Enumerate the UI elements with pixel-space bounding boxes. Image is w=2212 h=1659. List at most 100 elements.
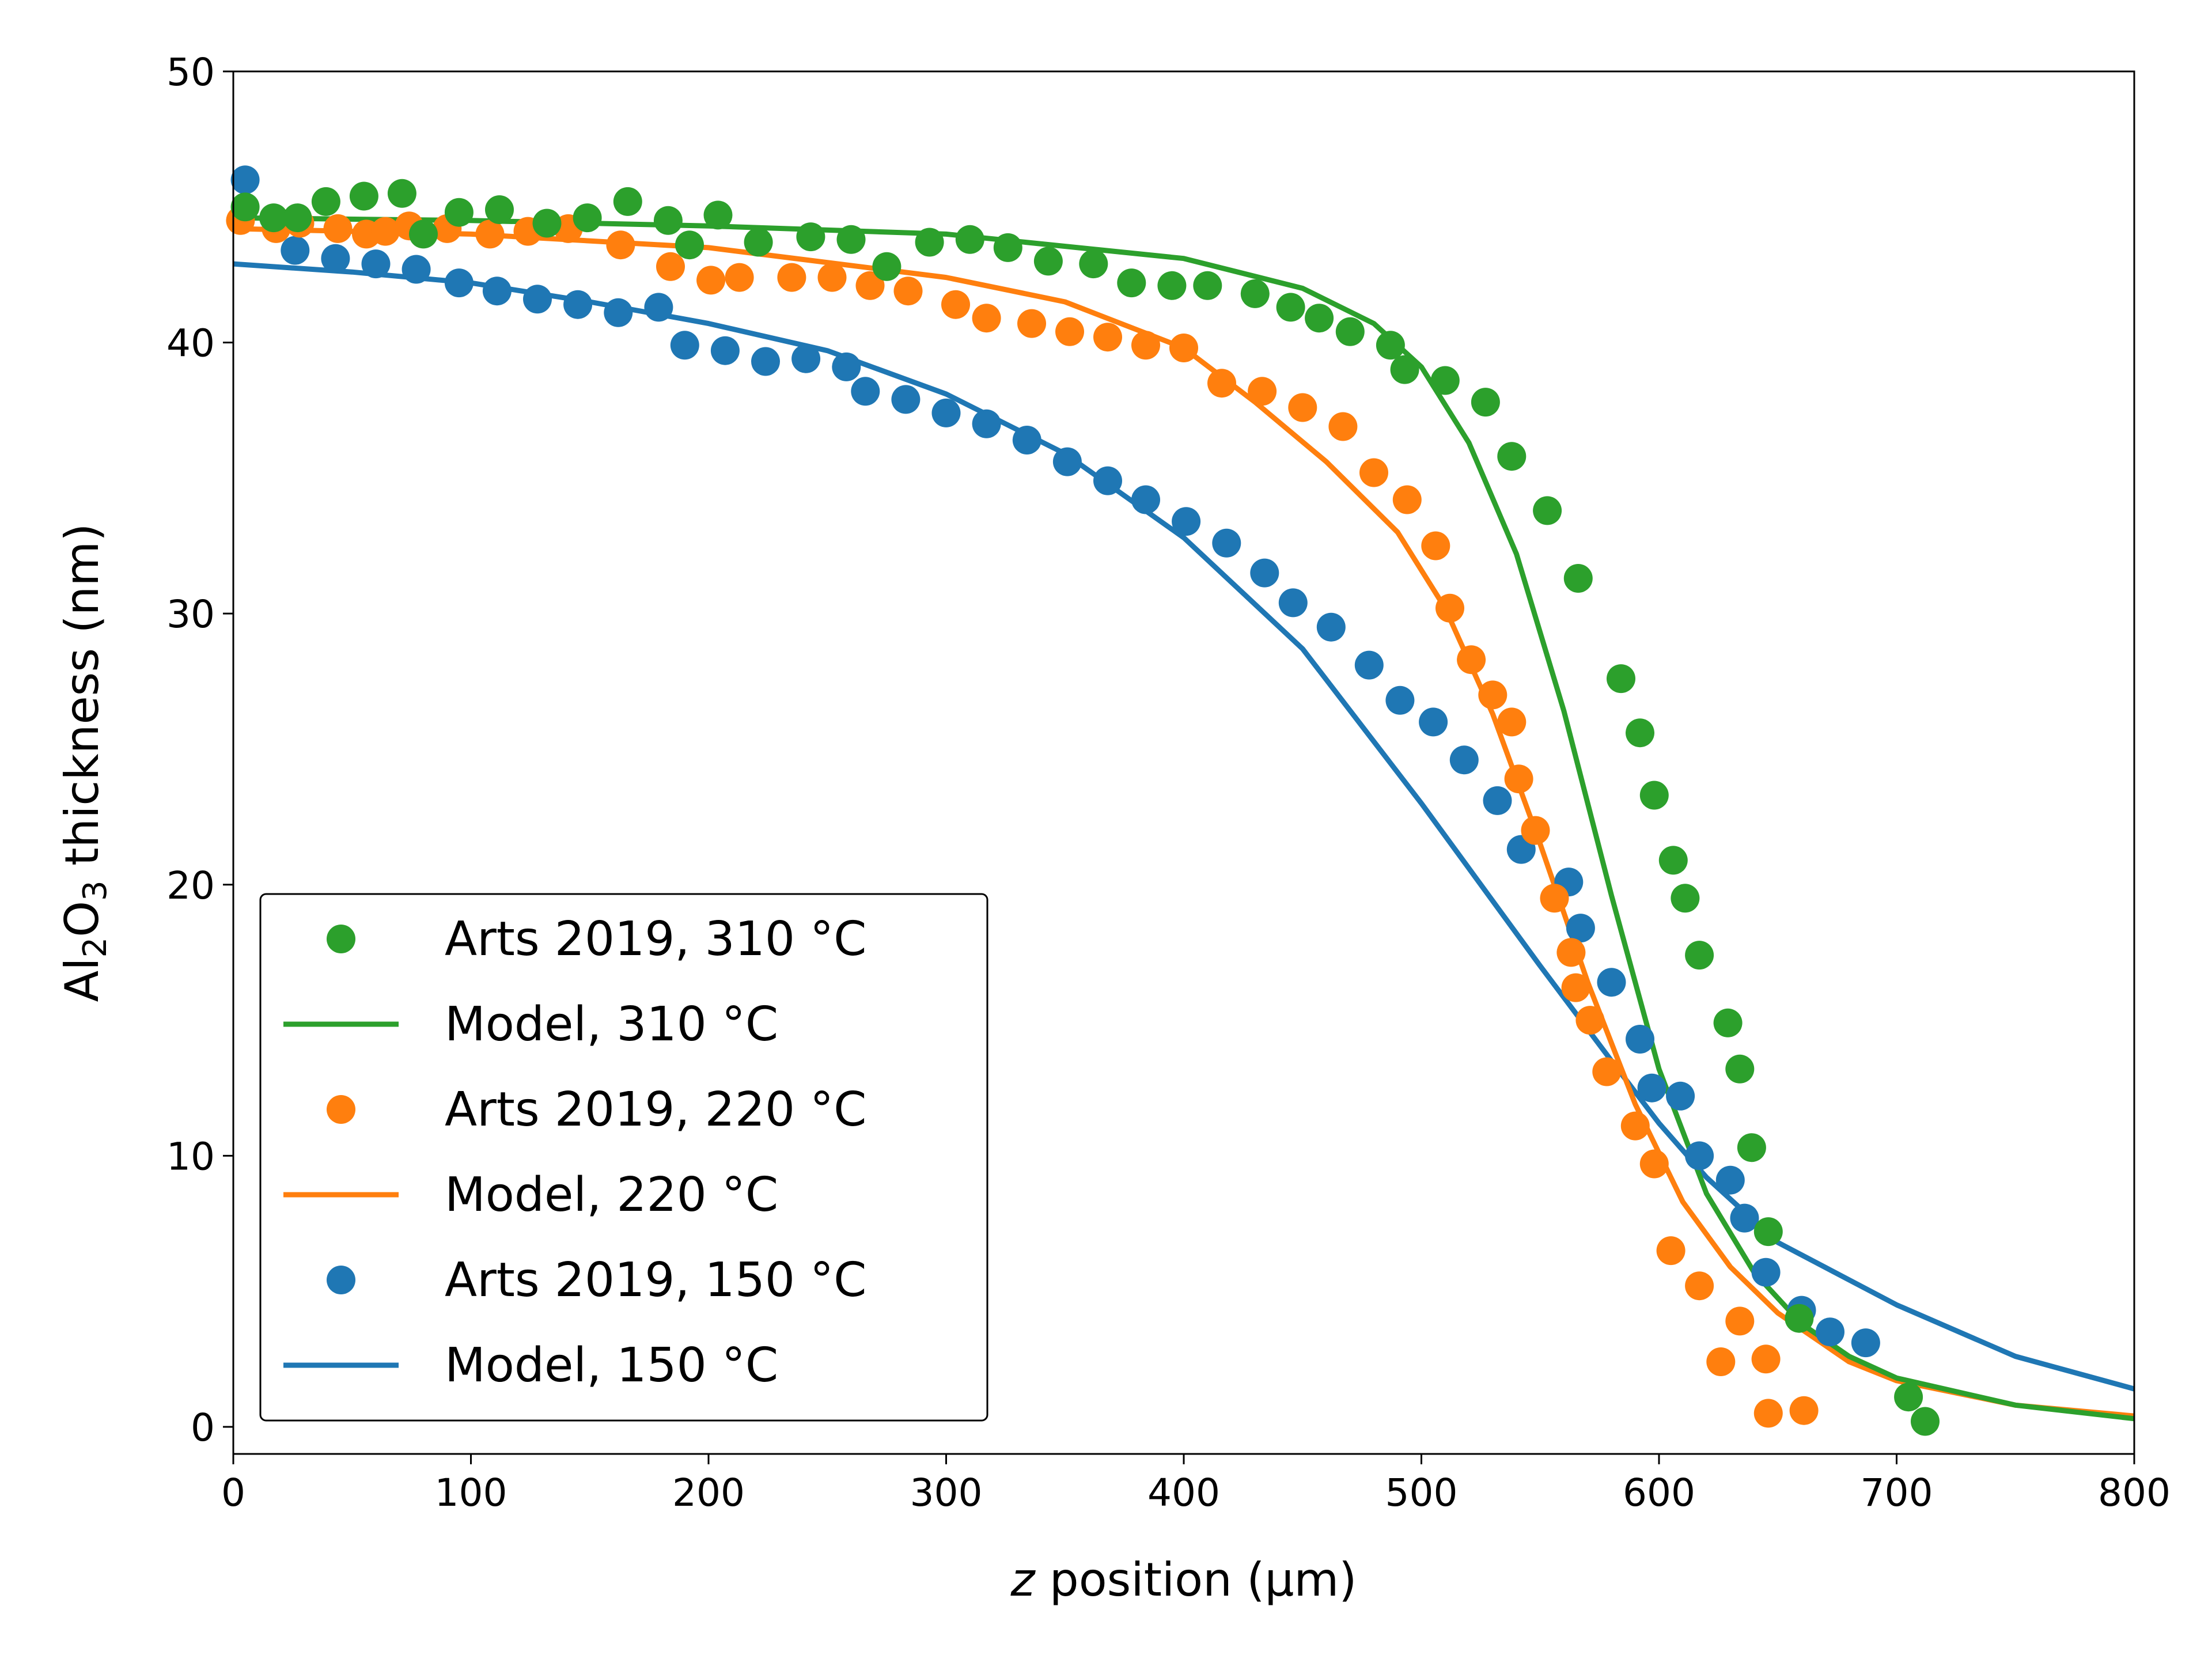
data-point (1706, 1347, 1736, 1376)
data-point (703, 200, 733, 230)
x-tick-label: 400 (1147, 1471, 1220, 1515)
data-point (283, 203, 312, 233)
data-point (1658, 846, 1688, 875)
data-point (1816, 1317, 1844, 1347)
data-point (1033, 247, 1063, 276)
data-point (1592, 1057, 1622, 1086)
x-tick-label: 200 (672, 1471, 745, 1515)
data-point (872, 252, 902, 281)
data-point (1753, 1217, 1783, 1247)
data-point (532, 209, 562, 238)
data-point (1533, 496, 1562, 525)
data-point (744, 228, 773, 257)
data-point (321, 244, 350, 273)
data-point (891, 385, 921, 414)
data-point (1335, 317, 1365, 346)
data-point (475, 219, 505, 249)
data-point (1666, 1081, 1695, 1111)
data-markers (226, 165, 1940, 1436)
data-point (851, 377, 880, 406)
data-point (1851, 1328, 1880, 1358)
data-point (1390, 355, 1419, 384)
data-point (1471, 388, 1500, 417)
data-point (796, 222, 825, 252)
data-point (1478, 680, 1508, 710)
data-point (1288, 393, 1317, 422)
data-point (644, 293, 673, 322)
x-axis-ticks: 0 100 200 300 400 500 600 700 800 (221, 1454, 2171, 1515)
data-point (1540, 884, 1569, 913)
legend-box (259, 893, 988, 1422)
data-point (1316, 612, 1346, 642)
data-point (1359, 458, 1388, 487)
data-point (1556, 938, 1586, 967)
data-point (281, 236, 310, 265)
data-point (230, 192, 260, 222)
data-point (1483, 786, 1512, 815)
data-point (1685, 1141, 1714, 1171)
x-axis-label: z position (µm) (1010, 1553, 1357, 1607)
data-point (485, 195, 514, 224)
legend-marker-2 (327, 1095, 355, 1124)
data-point (1751, 1257, 1781, 1287)
data-point (1131, 331, 1160, 360)
data-point (1607, 664, 1635, 694)
data-point (1566, 914, 1595, 943)
data-point (1278, 588, 1308, 618)
data-point (371, 217, 400, 246)
data-point (1725, 1306, 1755, 1336)
data-point (1715, 1165, 1745, 1195)
data-point (1207, 369, 1236, 398)
y-tick-label: 20 (166, 863, 215, 908)
data-point (1157, 271, 1187, 300)
data-point (931, 398, 961, 427)
data-point (1685, 1271, 1714, 1301)
data-point (710, 336, 740, 365)
data-point (1563, 564, 1593, 593)
x-tick-label: 500 (1385, 1471, 1458, 1515)
data-point (1685, 941, 1714, 970)
data-point (1131, 485, 1160, 514)
y-tick-label: 10 (166, 1134, 215, 1179)
data-point (1328, 412, 1358, 441)
legend-label-5: Model, 150 °C (445, 1338, 778, 1393)
data-point (1789, 1396, 1819, 1425)
data-point (1561, 973, 1590, 1002)
data-point (915, 228, 944, 257)
data-point (604, 298, 633, 327)
data-point (1392, 485, 1422, 514)
data-point (1497, 442, 1527, 471)
data-point (1193, 271, 1222, 300)
data-point (1521, 816, 1550, 845)
y-tick-label: 30 (166, 592, 215, 637)
data-point (751, 347, 780, 376)
data-point (573, 203, 602, 233)
data-point (1093, 466, 1122, 495)
data-point (1012, 426, 1041, 454)
data-point (1497, 707, 1527, 737)
data-point (777, 263, 806, 292)
y-tick-label: 0 (191, 1406, 215, 1450)
data-point (444, 268, 474, 298)
data-point (1421, 531, 1450, 560)
data-point (1637, 1073, 1666, 1103)
legend-label-0: Arts 2019, 310 °C (445, 912, 866, 967)
data-point (972, 304, 1001, 333)
data-point (653, 206, 683, 235)
data-point (1620, 1111, 1650, 1141)
x-tick-label: 600 (1623, 1471, 1695, 1515)
legend-label-3: Model, 220 °C (445, 1168, 778, 1222)
data-point (311, 187, 340, 216)
data-point (1117, 268, 1146, 298)
data-point (696, 266, 726, 295)
data-point (832, 352, 861, 381)
data-point (1212, 528, 1241, 558)
data-point (670, 331, 699, 360)
data-point (1240, 279, 1270, 308)
data-point (1169, 334, 1198, 362)
data-point (1276, 293, 1305, 322)
data-point (1435, 593, 1464, 623)
y-axis-label-sub3: 3 (77, 880, 114, 901)
data-point (409, 219, 438, 249)
